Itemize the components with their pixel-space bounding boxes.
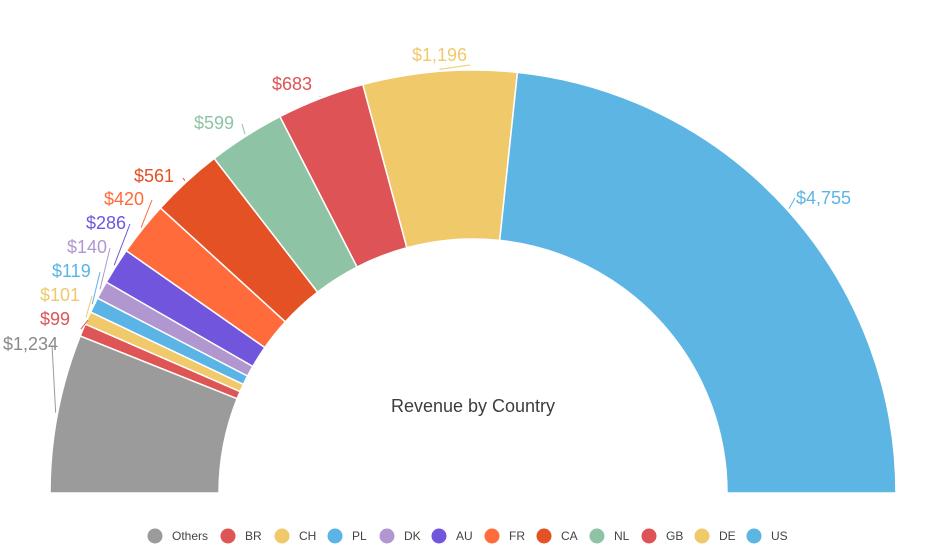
- legend-swatch: [484, 528, 500, 544]
- chart-value-labels: $1,234 $99 $101 $119 $140 $286 $420 $561 $599 $68…: [3, 45, 851, 354]
- leader-line-dk: [99, 247, 111, 290]
- chart-label-leaders: [51, 64, 796, 413]
- chart-slices: [49, 69, 897, 494]
- value-label-au: $286: [86, 213, 126, 233]
- legend-label: GB: [666, 529, 683, 543]
- leader-line-au: [113, 223, 131, 266]
- legend-swatch: [746, 528, 762, 544]
- legend-item-pl[interactable]: PL: [327, 528, 368, 544]
- leader-line-us: [788, 197, 796, 209]
- legend-item-dk[interactable]: DK: [379, 528, 421, 544]
- leader-line-de: [439, 64, 471, 70]
- legend-label: Others: [172, 529, 208, 543]
- value-label-fr: $420: [104, 189, 144, 209]
- value-label-gb: $683: [272, 74, 312, 94]
- legend-item-de[interactable]: DE: [694, 528, 736, 544]
- legend-swatch: [694, 528, 710, 544]
- legend-label: BR: [245, 529, 262, 543]
- legend-item-br[interactable]: BR: [220, 528, 263, 544]
- value-label-us: $4,755: [796, 188, 851, 208]
- slice-us[interactable]: [498, 71, 897, 494]
- legend-swatch: [147, 528, 163, 544]
- legend-label: CA: [561, 529, 578, 543]
- chart-title: Revenue by Country: [391, 396, 555, 416]
- leader-line-fr: [140, 199, 153, 228]
- legend-label: NL: [614, 529, 630, 543]
- legend-item-others[interactable]: Others: [147, 528, 209, 544]
- leader-line-br: [80, 319, 89, 330]
- legend-label: AU: [456, 529, 473, 543]
- value-label-br: $99: [40, 309, 70, 329]
- leader-line-others: [51, 344, 57, 413]
- value-label-pl: $119: [52, 261, 91, 281]
- legend-swatch: [431, 528, 447, 544]
- value-label-ca: $561: [134, 166, 174, 186]
- value-label-nl: $599: [194, 113, 234, 133]
- leader-line-pl: [91, 271, 101, 305]
- leader-line-ca: [182, 177, 186, 181]
- legend-label: CH: [299, 529, 316, 543]
- legend-swatch: [536, 528, 552, 544]
- legend-swatch: [274, 528, 290, 544]
- legend-label: US: [771, 529, 788, 543]
- legend-label: FR: [509, 529, 525, 543]
- value-label-de: $1,196: [412, 45, 467, 65]
- leader-line-ch: [85, 295, 93, 318]
- value-label-ch: $101: [40, 285, 80, 305]
- legend-swatch: [589, 528, 605, 544]
- legend-item-au[interactable]: AU: [431, 528, 473, 544]
- chart-legend: Others BR CH PL DK AU FR CA NL GB DE US: [147, 528, 788, 544]
- legend-label: DE: [719, 529, 736, 543]
- value-label-others: $1,234: [3, 334, 58, 354]
- legend-label: PL: [352, 529, 367, 543]
- legend-item-nl[interactable]: NL: [589, 528, 630, 544]
- legend-item-fr[interactable]: FR: [484, 528, 526, 544]
- value-label-dk: $140: [67, 237, 107, 257]
- legend-label: DK: [404, 529, 421, 543]
- legend-swatch: [379, 528, 395, 544]
- legend-item-us[interactable]: US: [746, 528, 788, 544]
- legend-item-ch[interactable]: CH: [274, 528, 317, 544]
- legend-swatch: [327, 528, 343, 544]
- leader-line-nl: [241, 123, 246, 135]
- legend-item-gb[interactable]: GB: [641, 528, 684, 544]
- legend-item-ca[interactable]: CA: [536, 528, 578, 544]
- legend-swatch: [220, 528, 236, 544]
- legend-swatch: [641, 528, 657, 544]
